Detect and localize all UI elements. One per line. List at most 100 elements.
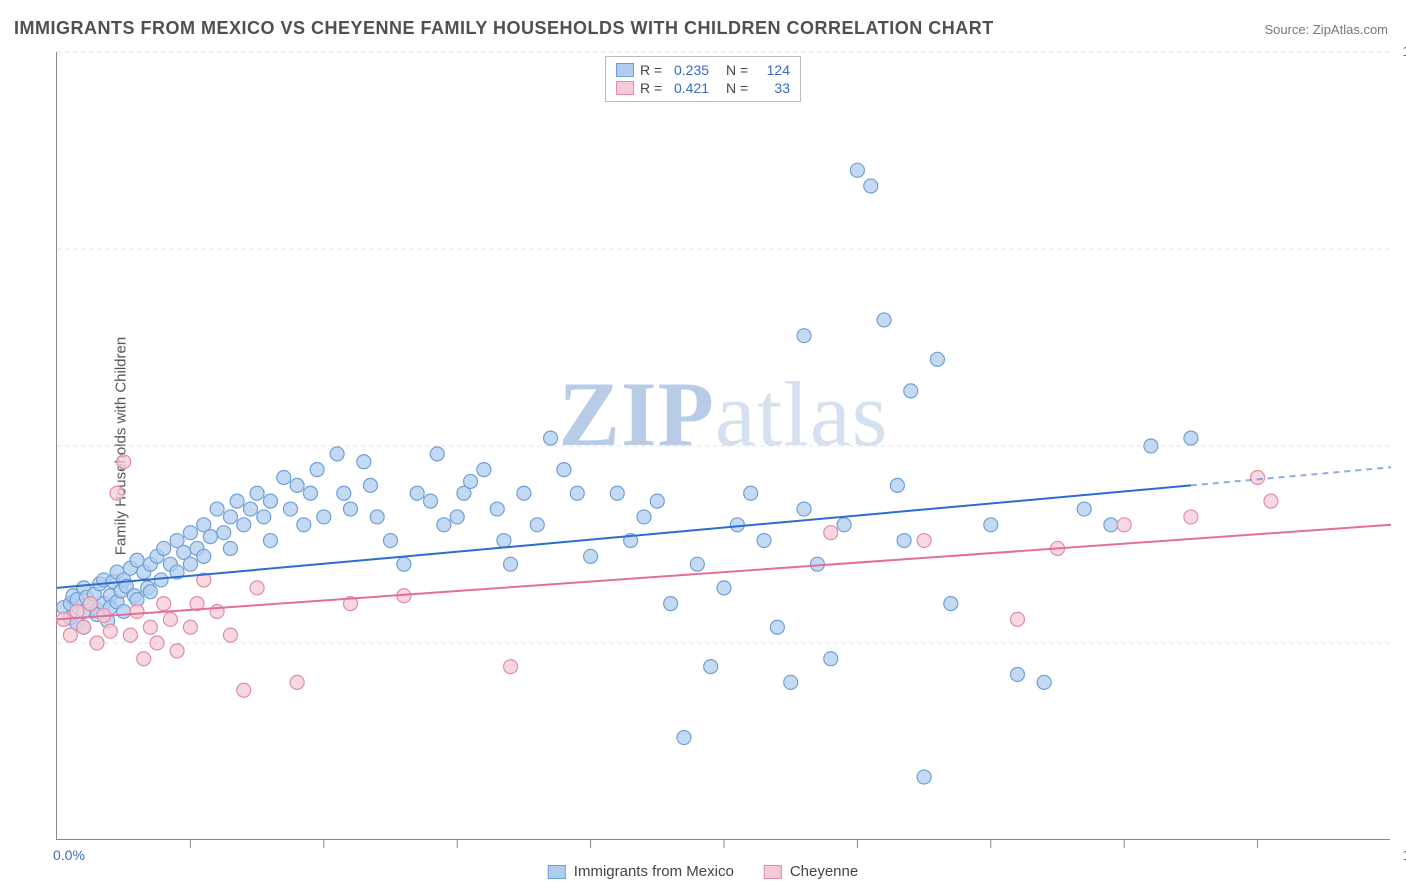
legend-r-label: R = — [640, 80, 668, 96]
chart-title: IMMIGRANTS FROM MEXICO VS CHEYENNE FAMIL… — [14, 18, 994, 39]
legend-r-label: R = — [640, 62, 668, 78]
data-point — [557, 463, 571, 477]
data-point — [424, 494, 438, 508]
data-point — [890, 478, 904, 492]
data-point — [243, 502, 257, 516]
data-point — [90, 636, 104, 650]
legend-series: Immigrants from Mexico Cheyenne — [548, 863, 858, 880]
data-point — [257, 510, 271, 524]
x-tick-label: 100.0% — [1403, 847, 1406, 863]
data-point — [1010, 668, 1024, 682]
data-point — [130, 604, 144, 618]
data-point — [317, 510, 331, 524]
data-point — [384, 534, 398, 548]
plot-area: ZIPatlas 25.0%50.0%75.0%100.0% 0.0%100.0… — [56, 52, 1390, 840]
data-point — [1251, 471, 1265, 485]
chart-container: IMMIGRANTS FROM MEXICO VS CHEYENNE FAMIL… — [0, 0, 1406, 892]
data-point — [210, 604, 224, 618]
data-point — [504, 557, 518, 571]
data-point — [263, 494, 277, 508]
data-point — [1104, 518, 1118, 532]
data-point — [70, 604, 84, 618]
data-point — [784, 675, 798, 689]
trend-line-ext — [1191, 467, 1391, 485]
y-tick-label: 100.0% — [1394, 43, 1406, 59]
data-point — [163, 612, 177, 626]
data-point — [450, 510, 464, 524]
data-point — [1264, 494, 1278, 508]
data-point — [1144, 439, 1158, 453]
data-point — [637, 510, 651, 524]
data-point — [203, 530, 217, 544]
y-tick-label: 75.0% — [1394, 240, 1406, 256]
data-point — [530, 518, 544, 532]
data-point — [230, 494, 244, 508]
data-point — [517, 486, 531, 500]
data-point — [704, 660, 718, 674]
data-point — [157, 597, 171, 611]
data-point — [117, 604, 131, 618]
data-point — [123, 628, 137, 642]
data-point — [310, 463, 324, 477]
data-point — [170, 644, 184, 658]
data-point — [917, 534, 931, 548]
data-point — [504, 660, 518, 674]
data-point — [337, 486, 351, 500]
data-point — [944, 597, 958, 611]
legend-r-value: 0.235 — [674, 62, 720, 78]
data-point — [464, 474, 478, 488]
data-point — [237, 683, 251, 697]
data-point — [984, 518, 998, 532]
data-point — [897, 534, 911, 548]
data-point — [430, 447, 444, 461]
data-point — [904, 384, 918, 398]
scatter-svg — [57, 52, 1391, 840]
data-point — [677, 731, 691, 745]
data-point — [824, 526, 838, 540]
data-point — [150, 636, 164, 650]
legend-stats: R =0.235N =124R =0.421N =33 — [605, 56, 801, 102]
legend-n-value: 124 — [760, 62, 790, 78]
data-point — [824, 652, 838, 666]
legend-swatch — [548, 865, 566, 879]
data-point — [157, 541, 171, 555]
data-point — [410, 486, 424, 500]
data-point — [290, 478, 304, 492]
data-point — [237, 518, 251, 532]
legend-swatch — [616, 63, 634, 77]
data-point — [664, 597, 678, 611]
data-point — [544, 431, 558, 445]
data-point — [797, 329, 811, 343]
data-point — [283, 502, 297, 516]
data-point — [757, 534, 771, 548]
legend-stats-row: R = 0.235 N = 124 — [616, 61, 790, 79]
data-point — [490, 502, 504, 516]
data-point — [103, 624, 117, 638]
data-point — [154, 573, 168, 587]
data-point — [1037, 675, 1051, 689]
data-point — [197, 549, 211, 563]
data-point — [744, 486, 758, 500]
data-point — [83, 597, 97, 611]
data-point — [1077, 502, 1091, 516]
data-point — [497, 534, 511, 548]
data-point — [1117, 518, 1131, 532]
data-point — [250, 486, 264, 500]
data-point — [1184, 510, 1198, 524]
data-point — [117, 455, 131, 469]
legend-label: Immigrants from Mexico — [574, 863, 734, 880]
data-point — [477, 463, 491, 477]
data-point — [584, 549, 598, 563]
data-point — [770, 620, 784, 634]
data-point — [1184, 431, 1198, 445]
data-point — [730, 518, 744, 532]
y-tick-label: 50.0% — [1394, 437, 1406, 453]
data-point — [183, 620, 197, 634]
legend-swatch — [764, 865, 782, 879]
data-point — [397, 557, 411, 571]
data-point — [290, 675, 304, 689]
legend-n-label: N = — [726, 62, 754, 78]
legend-label: Cheyenne — [790, 863, 858, 880]
data-point — [930, 352, 944, 366]
data-point — [650, 494, 664, 508]
